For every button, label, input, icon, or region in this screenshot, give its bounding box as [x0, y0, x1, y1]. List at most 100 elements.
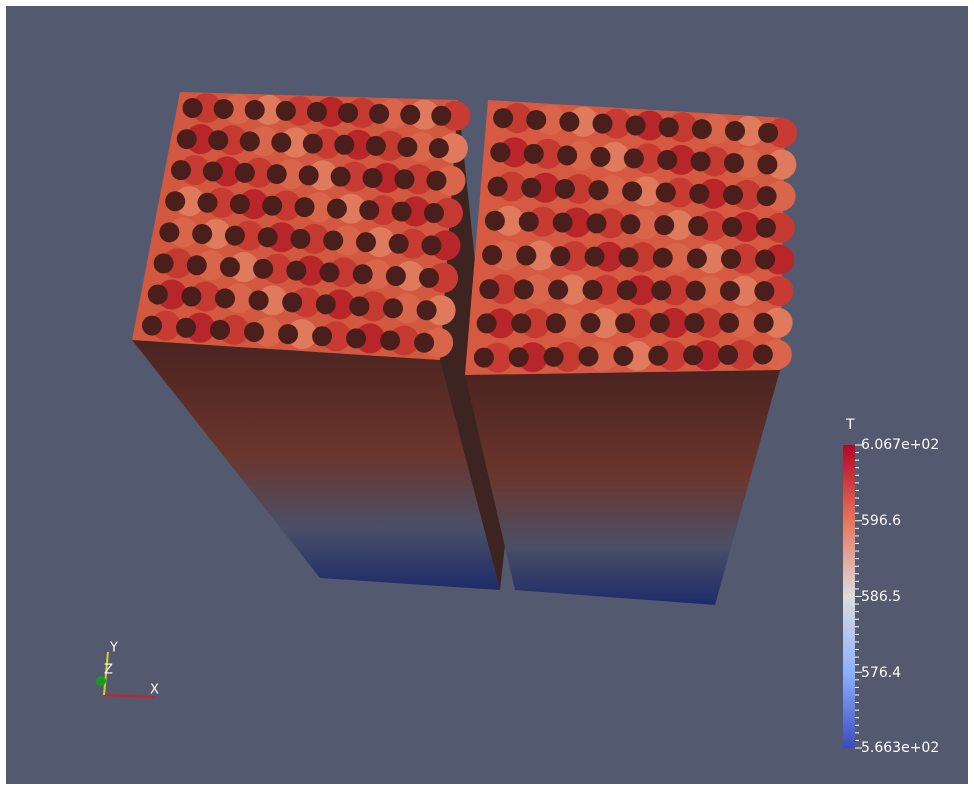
pin-hole [691, 119, 712, 140]
pin-hole [282, 292, 303, 313]
pin-hole [756, 186, 777, 207]
pin-hole [416, 300, 437, 321]
color-bar-label: 5.663e+02 [861, 740, 939, 756]
pin-hole [487, 176, 508, 197]
pin-hole [526, 109, 547, 130]
pin-hole [586, 213, 607, 234]
pin-hole [511, 313, 532, 334]
pin-hole [516, 245, 537, 266]
pin-hole [623, 148, 644, 169]
pin-hole [294, 197, 315, 218]
pin-hole [689, 183, 710, 204]
pin-hole [724, 152, 744, 173]
pin-hole [244, 99, 265, 120]
pin-hole [580, 313, 601, 334]
pin-hole [685, 280, 706, 301]
pin-hole [319, 262, 340, 283]
pin-hole [657, 149, 678, 170]
pin-hole [286, 260, 307, 281]
pin-hole [186, 255, 207, 276]
pin-hole [616, 280, 637, 301]
pin-hole [655, 182, 676, 203]
pin-hole [554, 178, 575, 199]
pin-hole [385, 266, 406, 287]
axis-label: Y [109, 641, 118, 656]
pin-hole [202, 161, 223, 182]
pin-hole [718, 344, 738, 365]
pin-hole [552, 212, 573, 233]
pin-hole [620, 214, 641, 235]
pin-hole [362, 167, 383, 188]
pin-hole [306, 101, 327, 122]
pin-hole [159, 222, 180, 243]
pin-hole [210, 319, 231, 340]
pin-hole [545, 313, 566, 334]
pin-hole [654, 215, 675, 236]
pin-hole [257, 227, 278, 248]
pin-hole [753, 312, 774, 333]
pin-hole [208, 130, 229, 151]
pin-hole [423, 203, 444, 224]
pin-hole [618, 247, 639, 268]
pin-hole [431, 105, 452, 126]
pin-hole [484, 210, 505, 231]
pin-hole [142, 315, 163, 336]
pin-hole [170, 160, 191, 181]
pin-hole [622, 181, 643, 202]
pin-hole [758, 122, 779, 143]
pin-hole [229, 194, 250, 215]
pin-hole [476, 313, 497, 334]
pin-hole [721, 248, 741, 269]
pin-hole [725, 120, 745, 141]
color-bar-ticks [855, 444, 862, 749]
pin-hole [369, 103, 390, 124]
pin-hole [723, 184, 743, 205]
pin-hole [578, 346, 599, 367]
pin-hole [652, 247, 673, 268]
pin-hole [414, 332, 435, 353]
pin-hole [419, 267, 440, 288]
pin-hole [400, 104, 421, 125]
pin-hole [278, 324, 299, 345]
pin-hole [592, 113, 613, 134]
pin-hole [625, 115, 646, 136]
pin-hole [214, 288, 235, 309]
pin-hole [312, 326, 333, 347]
pin-hole [543, 346, 564, 367]
pin-hole [548, 279, 569, 300]
pin-hole [648, 345, 669, 366]
pin-hole [382, 298, 403, 319]
pin-hole [613, 346, 634, 367]
pin-hole [490, 142, 511, 163]
pin-hole [266, 164, 287, 185]
fuel-pins [142, 92, 798, 373]
pin-hole [590, 146, 611, 167]
pin-hole [380, 330, 401, 351]
pin-hole [153, 253, 174, 274]
pin-hole [513, 279, 534, 300]
pin-hole [755, 249, 776, 270]
pin-hole [271, 132, 292, 153]
pin-hole [473, 347, 494, 368]
axis-label: Z [104, 663, 113, 678]
pin-hole [557, 145, 578, 166]
axis-y [103, 651, 109, 696]
axis-z [96, 676, 106, 686]
pin-hole [397, 137, 418, 158]
pin-hole [688, 216, 709, 237]
pin-hole [518, 211, 539, 232]
pin-hole [426, 170, 447, 191]
pin-hole [330, 166, 351, 187]
pin-hole [182, 97, 203, 118]
pin-hole [290, 228, 311, 249]
pin-hole [757, 154, 778, 175]
pin-hole [239, 131, 260, 152]
color-bar-label: 576.4 [861, 665, 901, 681]
block-side [465, 370, 780, 605]
pin-hole [197, 192, 218, 213]
pin-hole [323, 230, 344, 251]
pin-hole [686, 248, 707, 269]
pin-hole [302, 133, 323, 154]
pin-hole [684, 312, 705, 333]
pin-hole [346, 328, 367, 349]
